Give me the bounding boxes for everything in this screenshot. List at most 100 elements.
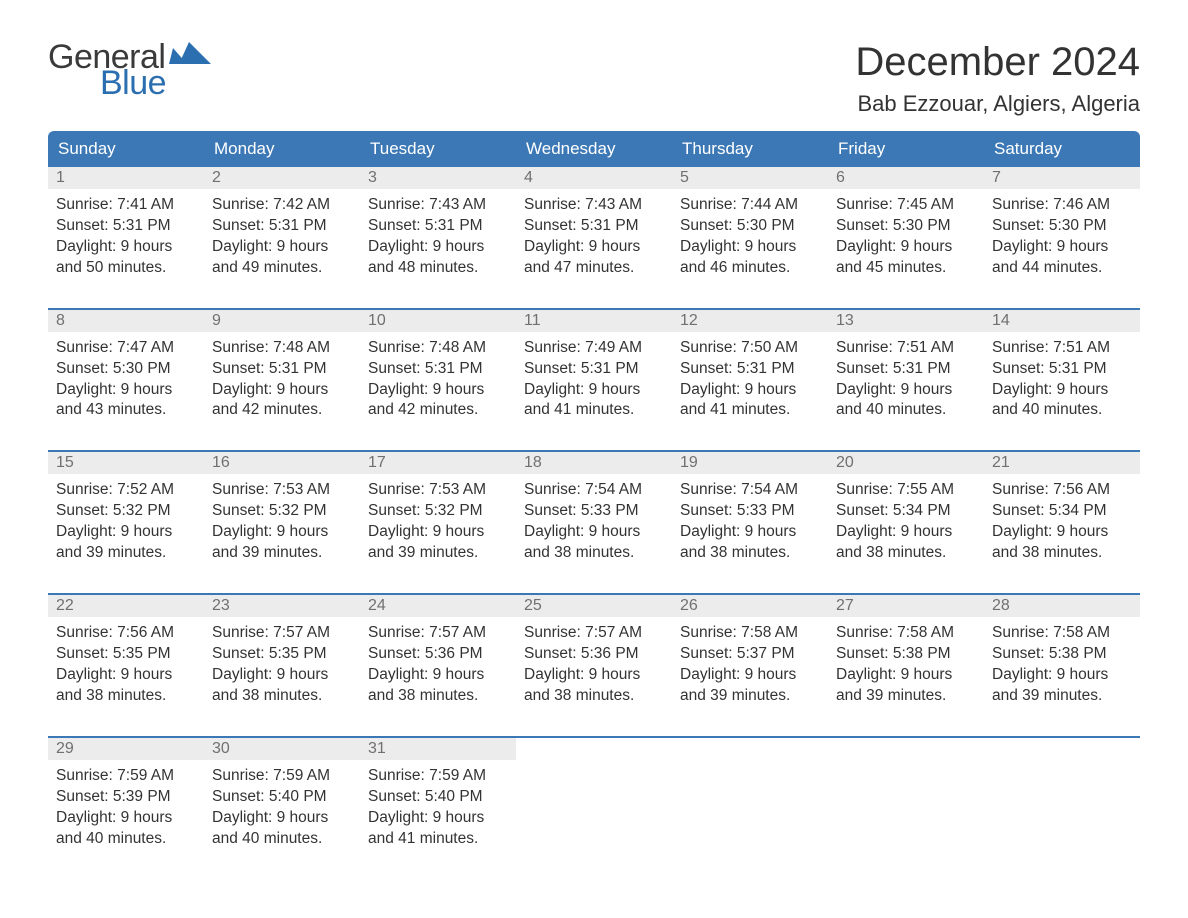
day-number: 28 (984, 594, 1140, 617)
weekday-header: Saturday (984, 131, 1140, 167)
sunset-text: Sunset: 5:30 PM (680, 216, 820, 237)
day-cell: Sunrise: 7:56 AMSunset: 5:35 PMDaylight:… (48, 617, 204, 711)
day-content-row: Sunrise: 7:59 AMSunset: 5:39 PMDaylight:… (48, 760, 1140, 854)
sunset-text: Sunset: 5:31 PM (524, 216, 664, 237)
sunset-text: Sunset: 5:31 PM (212, 359, 352, 380)
sunrise-text: Sunrise: 7:57 AM (212, 623, 352, 644)
day-number: 31 (360, 737, 516, 760)
day-cell: Sunrise: 7:59 AMSunset: 5:39 PMDaylight:… (48, 760, 204, 854)
week-separator (48, 425, 1140, 451)
day-cell: Sunrise: 7:45 AMSunset: 5:30 PMDaylight:… (828, 189, 984, 283)
day-number: 6 (828, 167, 984, 189)
sunset-text: Sunset: 5:31 PM (368, 216, 508, 237)
sunset-text: Sunset: 5:34 PM (992, 501, 1132, 522)
calendar-page: General Blue December 2024 Bab Ezzouar, … (0, 0, 1188, 901)
daylight-line-2: and 38 minutes. (836, 543, 976, 564)
daylight-line-1: Daylight: 9 hours (368, 237, 508, 258)
daylight-line-2: and 38 minutes. (524, 686, 664, 707)
day-number: 1 (48, 167, 204, 189)
daylight-line-1: Daylight: 9 hours (992, 665, 1132, 686)
sunset-text: Sunset: 5:31 PM (368, 359, 508, 380)
day-number: 30 (204, 737, 360, 760)
day-number: 24 (360, 594, 516, 617)
daylight-line-2: and 39 minutes. (836, 686, 976, 707)
day-cell: Sunrise: 7:54 AMSunset: 5:33 PMDaylight:… (516, 474, 672, 568)
daylight-line-2: and 50 minutes. (56, 258, 196, 279)
day-number: 4 (516, 167, 672, 189)
sunset-text: Sunset: 5:39 PM (56, 787, 196, 808)
daylight-line-1: Daylight: 9 hours (524, 237, 664, 258)
day-cell: Sunrise: 7:43 AMSunset: 5:31 PMDaylight:… (516, 189, 672, 283)
sunset-text: Sunset: 5:31 PM (680, 359, 820, 380)
title-block: December 2024 Bab Ezzouar, Algiers, Alge… (855, 40, 1140, 117)
daylight-line-1: Daylight: 9 hours (56, 808, 196, 829)
day-cell: Sunrise: 7:48 AMSunset: 5:31 PMDaylight:… (360, 332, 516, 426)
sunrise-text: Sunrise: 7:51 AM (992, 338, 1132, 359)
daylight-line-2: and 38 minutes. (524, 543, 664, 564)
day-number: 13 (828, 309, 984, 332)
sunset-text: Sunset: 5:35 PM (212, 644, 352, 665)
sunset-text: Sunset: 5:40 PM (368, 787, 508, 808)
day-number: 26 (672, 594, 828, 617)
sunrise-text: Sunrise: 7:54 AM (680, 480, 820, 501)
sunrise-text: Sunrise: 7:59 AM (212, 766, 352, 787)
daylight-line-1: Daylight: 9 hours (524, 522, 664, 543)
day-number: 9 (204, 309, 360, 332)
day-cell: Sunrise: 7:51 AMSunset: 5:31 PMDaylight:… (984, 332, 1140, 426)
daylight-line-1: Daylight: 9 hours (836, 380, 976, 401)
day-number: 8 (48, 309, 204, 332)
daylight-line-1: Daylight: 9 hours (368, 665, 508, 686)
sunrise-text: Sunrise: 7:56 AM (992, 480, 1132, 501)
day-cell: Sunrise: 7:53 AMSunset: 5:32 PMDaylight:… (360, 474, 516, 568)
weekday-header: Friday (828, 131, 984, 167)
sunrise-text: Sunrise: 7:59 AM (368, 766, 508, 787)
sunset-text: Sunset: 5:33 PM (524, 501, 664, 522)
daylight-line-1: Daylight: 9 hours (524, 665, 664, 686)
day-number: 10 (360, 309, 516, 332)
sunset-text: Sunset: 5:32 PM (212, 501, 352, 522)
daylight-line-2: and 42 minutes. (368, 400, 508, 421)
daylight-line-1: Daylight: 9 hours (212, 380, 352, 401)
day-content-row: Sunrise: 7:47 AMSunset: 5:30 PMDaylight:… (48, 332, 1140, 426)
daylight-line-2: and 40 minutes. (992, 400, 1132, 421)
day-cell (984, 760, 1140, 854)
daylight-line-1: Daylight: 9 hours (56, 380, 196, 401)
daylight-line-2: and 40 minutes. (836, 400, 976, 421)
sunrise-text: Sunrise: 7:44 AM (680, 195, 820, 216)
day-cell (828, 760, 984, 854)
daylight-line-1: Daylight: 9 hours (992, 380, 1132, 401)
day-number: 23 (204, 594, 360, 617)
daylight-line-1: Daylight: 9 hours (680, 380, 820, 401)
day-content-row: Sunrise: 7:56 AMSunset: 5:35 PMDaylight:… (48, 617, 1140, 711)
day-cell: Sunrise: 7:53 AMSunset: 5:32 PMDaylight:… (204, 474, 360, 568)
sunrise-text: Sunrise: 7:53 AM (212, 480, 352, 501)
daylight-line-1: Daylight: 9 hours (836, 665, 976, 686)
day-cell: Sunrise: 7:56 AMSunset: 5:34 PMDaylight:… (984, 474, 1140, 568)
day-number: 2 (204, 167, 360, 189)
day-number: 20 (828, 451, 984, 474)
sunrise-text: Sunrise: 7:48 AM (212, 338, 352, 359)
day-cell: Sunrise: 7:57 AMSunset: 5:36 PMDaylight:… (360, 617, 516, 711)
day-cell: Sunrise: 7:42 AMSunset: 5:31 PMDaylight:… (204, 189, 360, 283)
day-cell: Sunrise: 7:50 AMSunset: 5:31 PMDaylight:… (672, 332, 828, 426)
day-number: 19 (672, 451, 828, 474)
daylight-line-1: Daylight: 9 hours (212, 522, 352, 543)
day-number (516, 737, 672, 760)
day-number: 12 (672, 309, 828, 332)
sunrise-text: Sunrise: 7:48 AM (368, 338, 508, 359)
day-cell: Sunrise: 7:59 AMSunset: 5:40 PMDaylight:… (204, 760, 360, 854)
day-number: 27 (828, 594, 984, 617)
sunrise-text: Sunrise: 7:57 AM (524, 623, 664, 644)
sunrise-text: Sunrise: 7:58 AM (836, 623, 976, 644)
day-number-row: 22232425262728 (48, 594, 1140, 617)
sunset-text: Sunset: 5:38 PM (992, 644, 1132, 665)
sunrise-text: Sunrise: 7:43 AM (368, 195, 508, 216)
day-cell: Sunrise: 7:54 AMSunset: 5:33 PMDaylight:… (672, 474, 828, 568)
daylight-line-1: Daylight: 9 hours (212, 808, 352, 829)
day-number-row: 891011121314 (48, 309, 1140, 332)
daylight-line-1: Daylight: 9 hours (524, 380, 664, 401)
day-number: 11 (516, 309, 672, 332)
sunset-text: Sunset: 5:31 PM (56, 216, 196, 237)
daylight-line-2: and 39 minutes. (992, 686, 1132, 707)
daylight-line-1: Daylight: 9 hours (992, 522, 1132, 543)
